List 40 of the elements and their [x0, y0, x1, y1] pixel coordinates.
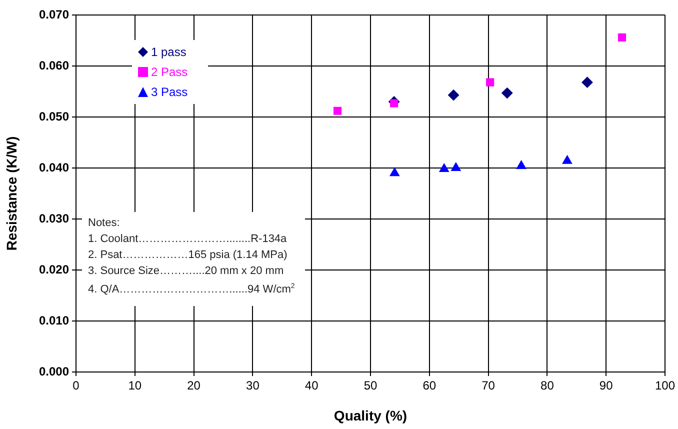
point: [439, 164, 449, 172]
annotation: 3. Source Size………....20 mm x 20 mm: [88, 264, 285, 279]
x-tick-label: 80: [540, 378, 554, 393]
point: [502, 88, 513, 99]
point: [333, 106, 342, 115]
x-tick-label: 30: [246, 378, 260, 393]
x-tick-label: 20: [187, 378, 201, 393]
point: [486, 78, 494, 86]
legend-label: 2 Pass: [151, 64, 188, 81]
x-tick-label: 0: [72, 378, 80, 393]
x-tick-label: 50: [364, 378, 378, 393]
point: [448, 90, 460, 101]
y-tick-label: 0.040: [38, 160, 70, 174]
point: [582, 76, 593, 88]
y-tick-label: 0.070: [38, 7, 70, 22]
x-tick-label: 100: [654, 378, 676, 393]
point: [516, 160, 526, 169]
point: [451, 162, 461, 171]
x-tick-label: 10: [128, 378, 142, 393]
annotation: 1. Coolant……………………........R-134a: [88, 232, 288, 247]
point: [618, 33, 626, 42]
y-tick-label: 0.050: [38, 109, 70, 124]
x-axis-title: Quality (%): [334, 407, 408, 424]
y-tick-label: 0.030: [38, 211, 70, 226]
x-tick-label: 90: [599, 378, 614, 393]
x-tick-label: 40: [304, 378, 319, 393]
y-axis-title: Resistance (K/W): [3, 136, 20, 251]
legend-label: 3 Pass: [151, 84, 188, 101]
x-tick-label: 70: [482, 378, 496, 393]
y-tick-label: 0.060: [38, 58, 70, 72]
annotation: 4. Q/A…………………………......94 W/cm$^{2}$: [88, 282, 295, 298]
point: [390, 168, 400, 176]
point: [562, 155, 572, 164]
y-tick-label: 0.010: [38, 313, 70, 328]
annotation: Notes:: [88, 216, 121, 231]
x-tick-label: 60: [422, 378, 436, 393]
legend-label: 1 pass: [151, 44, 186, 61]
y-tick-label: 0.000: [38, 364, 70, 378]
y-tick-label: 0.020: [38, 262, 70, 276]
annotation: 2. Psat………………165 psia (1.14 MPa): [88, 248, 288, 263]
